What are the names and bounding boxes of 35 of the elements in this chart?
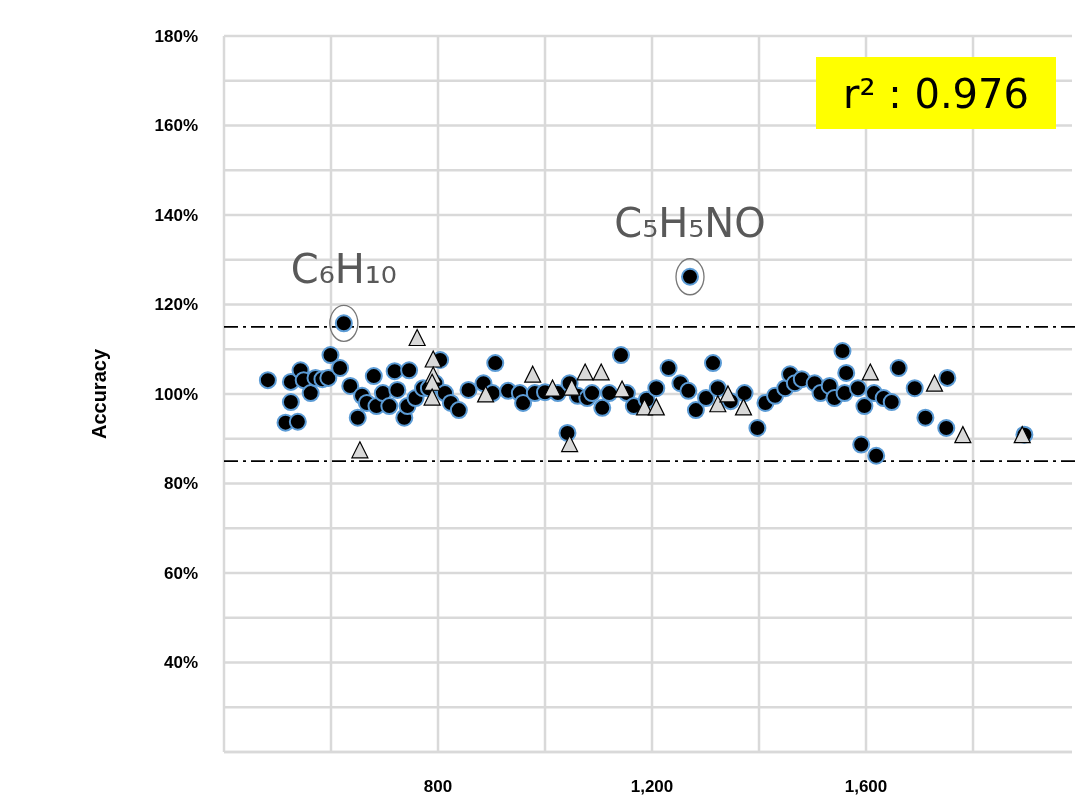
y-tick-label: 180% (154, 26, 198, 46)
x-tick-label: 1,200 (630, 777, 674, 796)
x-tick-label: 800 (423, 777, 453, 796)
point (563, 378, 581, 396)
y-tick-label: 160% (154, 116, 198, 136)
point (613, 380, 631, 398)
point (543, 379, 562, 397)
point (709, 395, 727, 413)
point (734, 398, 753, 416)
y-tick-label: 60% (163, 563, 198, 583)
annotation: r² : 0.976 (843, 71, 1029, 117)
point (861, 363, 879, 381)
y-tick-label: 80% (163, 474, 198, 494)
point (424, 350, 442, 368)
point (576, 363, 594, 381)
point (561, 434, 579, 453)
point (954, 426, 972, 444)
point (524, 365, 542, 383)
point (423, 373, 441, 391)
point (351, 441, 369, 459)
point (592, 363, 610, 381)
y-tick-label: 100% (154, 384, 198, 404)
point (925, 374, 944, 392)
point (423, 388, 441, 406)
point (647, 398, 665, 416)
x-tick-label: 1,600 (844, 777, 888, 796)
y-axis-title: Accuracy (88, 348, 110, 440)
annotation: C₆H₁₀ (290, 246, 397, 293)
y-tick-label: 40% (163, 653, 198, 673)
y-tick-label: 140% (154, 205, 198, 225)
point (477, 385, 495, 403)
annotation: C₅H₅NO (614, 199, 766, 246)
y-tick-label: 120% (154, 295, 198, 315)
point (719, 385, 737, 403)
point (408, 328, 426, 347)
